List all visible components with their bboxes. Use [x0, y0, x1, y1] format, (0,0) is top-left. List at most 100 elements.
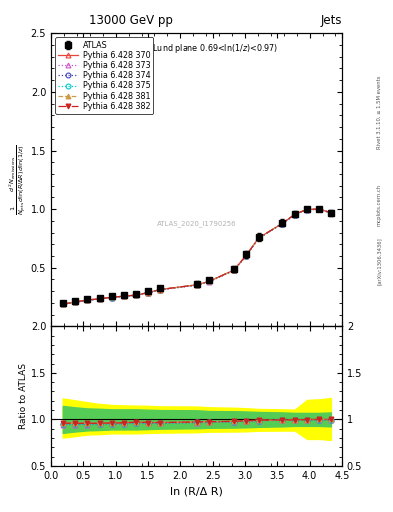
- Pythia 6.428 381: [134, 292, 139, 298]
- Pythia 6.428 382: [61, 301, 65, 307]
- Pythia 6.428 373: [85, 297, 90, 304]
- Pythia 6.428 370: [207, 278, 212, 284]
- Text: $\ln(R/\Delta R)$ (Lund plane 0.69<$\ln(1/z)$<0.97): $\ln(R/\Delta R)$ (Lund plane 0.69<$\ln(…: [114, 42, 279, 55]
- Pythia 6.428 381: [73, 299, 77, 305]
- Pythia 6.428 374: [305, 206, 309, 212]
- Pythia 6.428 381: [97, 296, 102, 302]
- Pythia 6.428 381: [195, 282, 200, 288]
- Pythia 6.428 381: [329, 210, 333, 216]
- Pythia 6.428 373: [73, 300, 77, 306]
- Pythia 6.428 375: [110, 294, 114, 301]
- Pythia 6.428 382: [97, 296, 102, 302]
- Pythia 6.428 382: [158, 287, 163, 293]
- Text: Rivet 3.1.10, ≥ 1.5M events: Rivet 3.1.10, ≥ 1.5M events: [377, 76, 382, 150]
- Pythia 6.428 382: [73, 299, 77, 305]
- Pythia 6.428 381: [317, 206, 321, 212]
- Pythia 6.428 374: [256, 235, 261, 241]
- Pythia 6.428 374: [292, 211, 297, 218]
- Pythia 6.428 374: [110, 294, 114, 301]
- Pythia 6.428 373: [158, 287, 163, 293]
- Y-axis label: Ratio to ATLAS: Ratio to ATLAS: [19, 363, 28, 429]
- Line: Pythia 6.428 382: Pythia 6.428 382: [60, 207, 333, 307]
- Pythia 6.428 374: [158, 287, 163, 293]
- Pythia 6.428 373: [231, 267, 236, 273]
- Pythia 6.428 373: [329, 210, 333, 216]
- Pythia 6.428 370: [146, 289, 151, 295]
- Pythia 6.428 374: [231, 267, 236, 273]
- Pythia 6.428 373: [122, 293, 127, 300]
- Pythia 6.428 375: [231, 267, 236, 273]
- Line: Pythia 6.428 373: Pythia 6.428 373: [60, 207, 333, 307]
- Pythia 6.428 381: [158, 287, 163, 293]
- Pythia 6.428 375: [73, 299, 77, 305]
- Pythia 6.428 373: [146, 290, 151, 296]
- Pythia 6.428 375: [195, 282, 200, 288]
- Pythia 6.428 381: [231, 267, 236, 273]
- Pythia 6.428 374: [97, 296, 102, 302]
- Line: Pythia 6.428 381: Pythia 6.428 381: [60, 207, 333, 307]
- Pythia 6.428 381: [305, 206, 309, 212]
- Pythia 6.428 375: [207, 279, 212, 285]
- Pythia 6.428 374: [61, 301, 65, 307]
- Pythia 6.428 381: [256, 235, 261, 241]
- Pythia 6.428 382: [146, 289, 151, 295]
- Pythia 6.428 382: [195, 282, 200, 288]
- Pythia 6.428 375: [280, 221, 285, 227]
- Pythia 6.428 373: [97, 296, 102, 302]
- Pythia 6.428 374: [73, 299, 77, 305]
- Pythia 6.428 374: [329, 210, 333, 216]
- Pythia 6.428 370: [85, 297, 90, 303]
- Pythia 6.428 374: [85, 297, 90, 303]
- Pythia 6.428 370: [305, 206, 309, 212]
- Pythia 6.428 382: [122, 293, 127, 299]
- Pythia 6.428 373: [61, 302, 65, 308]
- Pythia 6.428 374: [244, 252, 249, 259]
- Pythia 6.428 374: [122, 293, 127, 300]
- Pythia 6.428 373: [280, 221, 285, 227]
- Pythia 6.428 370: [256, 235, 261, 241]
- Pythia 6.428 375: [97, 296, 102, 302]
- Pythia 6.428 370: [122, 293, 127, 299]
- Pythia 6.428 373: [292, 211, 297, 218]
- Pythia 6.428 373: [256, 236, 261, 242]
- Pythia 6.428 382: [292, 211, 297, 218]
- Pythia 6.428 370: [317, 206, 321, 212]
- Pythia 6.428 381: [110, 294, 114, 301]
- Pythia 6.428 382: [305, 206, 309, 212]
- Line: Pythia 6.428 374: Pythia 6.428 374: [60, 207, 333, 307]
- Pythia 6.428 375: [85, 297, 90, 303]
- Text: Jets: Jets: [320, 14, 342, 27]
- Pythia 6.428 382: [280, 220, 285, 226]
- Pythia 6.428 374: [280, 221, 285, 227]
- Pythia 6.428 373: [305, 207, 309, 213]
- Pythia 6.428 375: [317, 206, 321, 212]
- Pythia 6.428 370: [134, 292, 139, 298]
- Pythia 6.428 370: [61, 301, 65, 307]
- Pythia 6.428 374: [207, 279, 212, 285]
- Pythia 6.428 381: [207, 278, 212, 284]
- Pythia 6.428 375: [305, 206, 309, 212]
- Text: mcplots.cern.ch: mcplots.cern.ch: [377, 184, 382, 226]
- Line: Pythia 6.428 370: Pythia 6.428 370: [60, 207, 333, 307]
- Pythia 6.428 382: [329, 210, 333, 216]
- Pythia 6.428 373: [317, 206, 321, 212]
- Pythia 6.428 375: [292, 211, 297, 218]
- Pythia 6.428 375: [61, 301, 65, 307]
- Pythia 6.428 375: [256, 235, 261, 241]
- Pythia 6.428 382: [85, 297, 90, 303]
- Pythia 6.428 381: [122, 293, 127, 299]
- Pythia 6.428 382: [317, 206, 321, 212]
- Pythia 6.428 375: [122, 293, 127, 300]
- Pythia 6.428 382: [256, 235, 261, 241]
- X-axis label: ln (R/Δ R): ln (R/Δ R): [170, 486, 223, 496]
- Pythia 6.428 382: [110, 294, 114, 301]
- Pythia 6.428 375: [134, 292, 139, 298]
- Y-axis label: $\frac{1}{N_\mathrm{jets}}\frac{d^2 N_\mathrm{emissions}}{d\ln(R/\Delta R)\,d\ln: $\frac{1}{N_\mathrm{jets}}\frac{d^2 N_\m…: [7, 144, 28, 215]
- Pythia 6.428 374: [146, 290, 151, 296]
- Pythia 6.428 382: [231, 267, 236, 273]
- Pythia 6.428 381: [280, 220, 285, 226]
- Pythia 6.428 375: [244, 252, 249, 259]
- Text: ATLAS_2020_I1790256: ATLAS_2020_I1790256: [157, 220, 236, 227]
- Pythia 6.428 381: [146, 289, 151, 295]
- Pythia 6.428 373: [134, 292, 139, 298]
